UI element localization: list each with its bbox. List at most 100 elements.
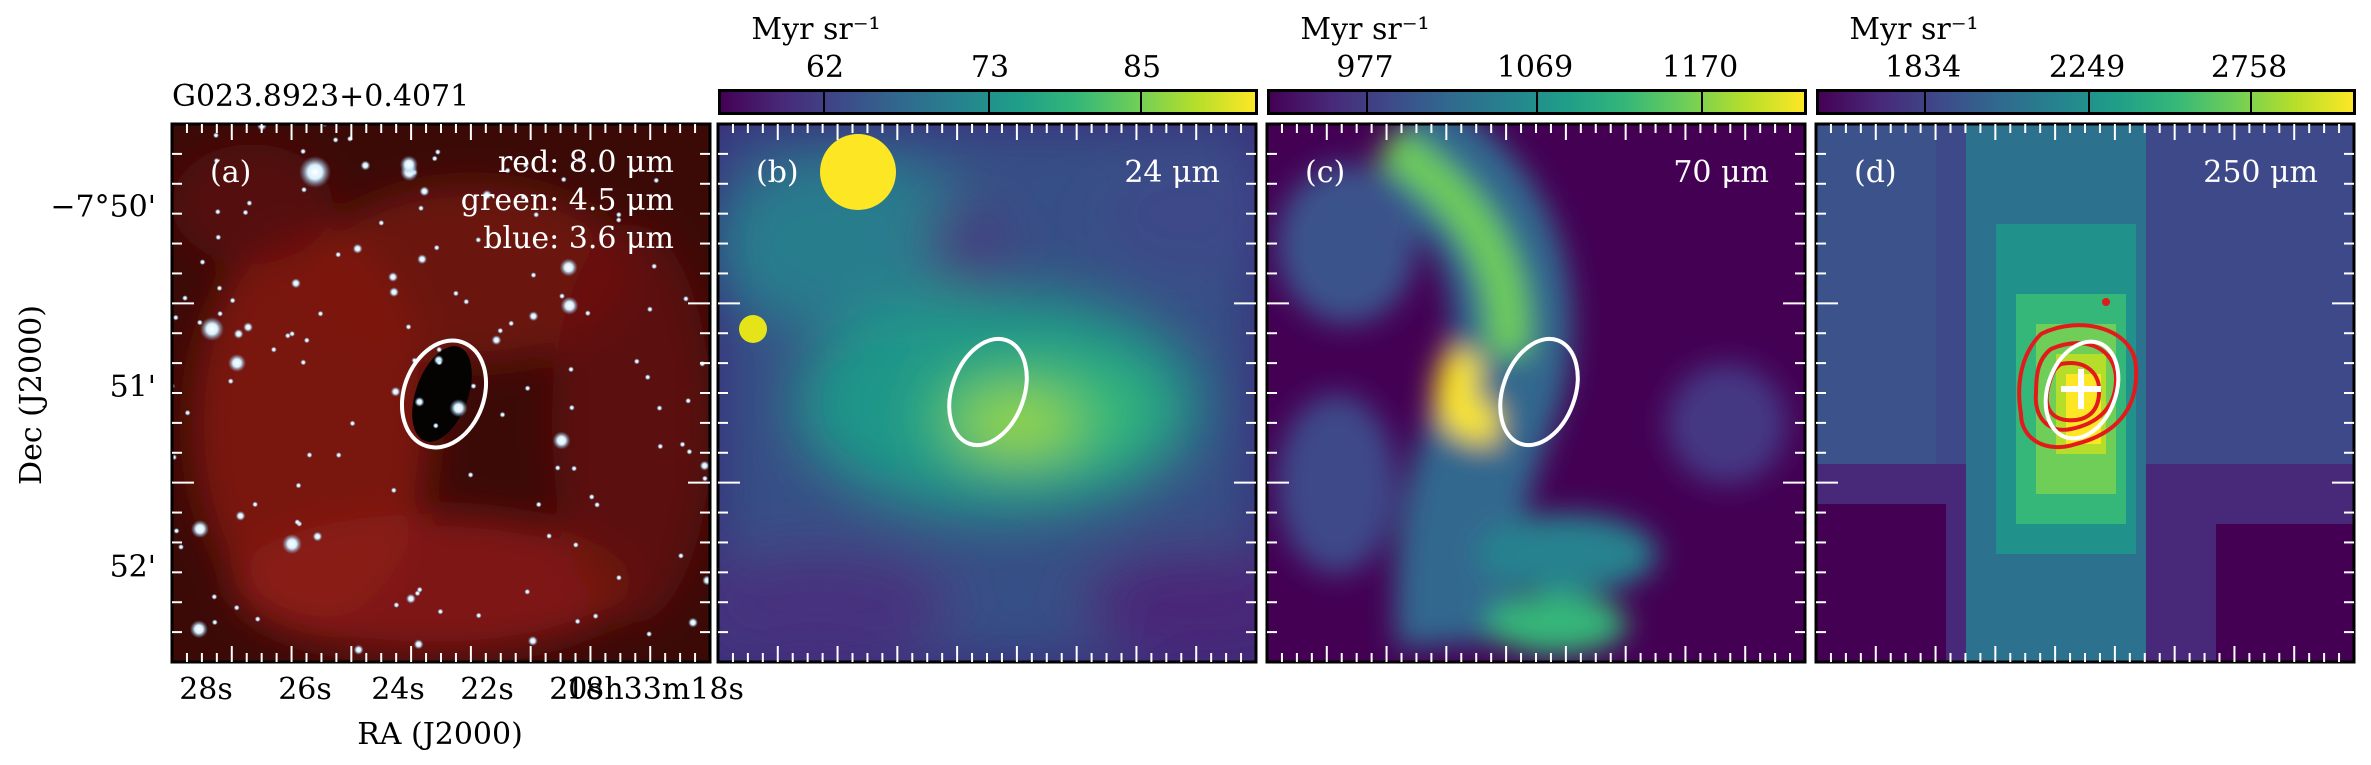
star bbox=[552, 431, 571, 450]
star bbox=[467, 471, 474, 478]
star bbox=[452, 290, 459, 297]
star bbox=[535, 501, 542, 508]
panel-tag: (c) bbox=[1305, 155, 1345, 190]
star bbox=[686, 448, 693, 455]
star bbox=[682, 295, 689, 302]
panel-c-image: (c) 70 μm bbox=[1267, 124, 1805, 662]
star bbox=[390, 487, 397, 494]
star bbox=[584, 310, 591, 317]
star bbox=[246, 200, 253, 207]
colorbar-gradient bbox=[1267, 89, 1807, 115]
star bbox=[252, 501, 259, 508]
star bbox=[432, 422, 439, 429]
star bbox=[522, 162, 529, 169]
star bbox=[463, 298, 470, 305]
star bbox=[405, 593, 416, 604]
star bbox=[270, 346, 277, 353]
star bbox=[633, 358, 640, 365]
star bbox=[588, 493, 595, 500]
star bbox=[437, 608, 444, 615]
colorbar-tick-label: 1069 bbox=[1496, 50, 1574, 85]
star bbox=[615, 574, 622, 581]
star bbox=[353, 644, 364, 655]
star bbox=[182, 295, 188, 302]
legend-blue: blue: 3.6 μm bbox=[483, 221, 674, 256]
star bbox=[393, 602, 400, 608]
star bbox=[211, 593, 218, 600]
y-tick-label: −7°50' bbox=[50, 189, 156, 225]
star bbox=[389, 287, 399, 298]
star bbox=[560, 176, 567, 183]
star bbox=[332, 136, 339, 143]
cross-marker bbox=[2061, 369, 2101, 409]
star bbox=[312, 531, 323, 542]
star bbox=[475, 612, 482, 619]
bright-star bbox=[299, 156, 331, 188]
bright-star bbox=[282, 534, 302, 554]
star bbox=[572, 541, 579, 548]
star bbox=[235, 510, 246, 521]
star bbox=[530, 272, 537, 279]
star bbox=[217, 310, 224, 317]
star bbox=[615, 217, 622, 223]
y-tick-label: 52' bbox=[109, 549, 156, 585]
star bbox=[499, 411, 506, 418]
star bbox=[242, 209, 249, 216]
panel-tag: (b) bbox=[756, 155, 799, 190]
star bbox=[416, 586, 423, 593]
star bbox=[360, 160, 371, 171]
star bbox=[592, 613, 599, 620]
star bbox=[699, 460, 710, 471]
star bbox=[644, 374, 651, 381]
star bbox=[656, 405, 663, 412]
star bbox=[295, 482, 302, 489]
x-tick-label: 20s bbox=[549, 672, 603, 707]
star bbox=[504, 167, 511, 174]
star bbox=[229, 297, 236, 304]
star bbox=[508, 320, 515, 327]
star bbox=[434, 149, 441, 155]
star bbox=[615, 211, 622, 218]
star bbox=[349, 420, 356, 427]
star bbox=[352, 243, 363, 254]
star bbox=[317, 310, 324, 317]
colorbar-tick-label: 62 bbox=[805, 50, 845, 85]
star bbox=[173, 527, 180, 534]
star bbox=[417, 254, 428, 265]
star bbox=[335, 251, 342, 258]
star bbox=[289, 330, 296, 337]
panel-tag: (d) bbox=[1854, 155, 1897, 190]
star bbox=[433, 244, 440, 251]
star bbox=[214, 208, 221, 215]
star bbox=[172, 314, 179, 321]
star bbox=[233, 328, 244, 339]
star bbox=[378, 219, 385, 226]
bright-star bbox=[191, 520, 209, 538]
star bbox=[560, 296, 579, 315]
source-name: G023.8923+0.4071 bbox=[172, 79, 470, 114]
star bbox=[228, 354, 246, 372]
colorbar-tick-label: 85 bbox=[1122, 50, 1162, 85]
colorbar-tick-label: 1170 bbox=[1661, 50, 1739, 85]
colorbar-tick-label: 1834 bbox=[1884, 50, 1962, 85]
x-tick-label: 22s bbox=[460, 672, 514, 707]
colorbar-unit: Myr sr⁻¹ bbox=[1849, 12, 1979, 47]
star bbox=[554, 464, 561, 471]
star bbox=[413, 639, 424, 650]
star bbox=[199, 259, 206, 266]
x-tick-label: 18h33m18s bbox=[566, 672, 744, 707]
star bbox=[688, 617, 698, 628]
star bbox=[571, 465, 578, 472]
star bbox=[677, 552, 684, 559]
legend-green: green: 4.5 μm bbox=[461, 183, 674, 218]
star bbox=[436, 346, 443, 353]
panel-a-image: (a) red: 8.0 μm green: 4.5 μm blue: 3.6 … bbox=[172, 124, 710, 662]
star bbox=[559, 293, 565, 300]
star bbox=[390, 386, 401, 397]
star bbox=[576, 156, 583, 163]
star bbox=[405, 323, 412, 330]
x-axis-label: RA (J2000) bbox=[357, 717, 523, 752]
colorbar-unit: Myr sr⁻¹ bbox=[751, 12, 881, 47]
star bbox=[568, 404, 575, 411]
